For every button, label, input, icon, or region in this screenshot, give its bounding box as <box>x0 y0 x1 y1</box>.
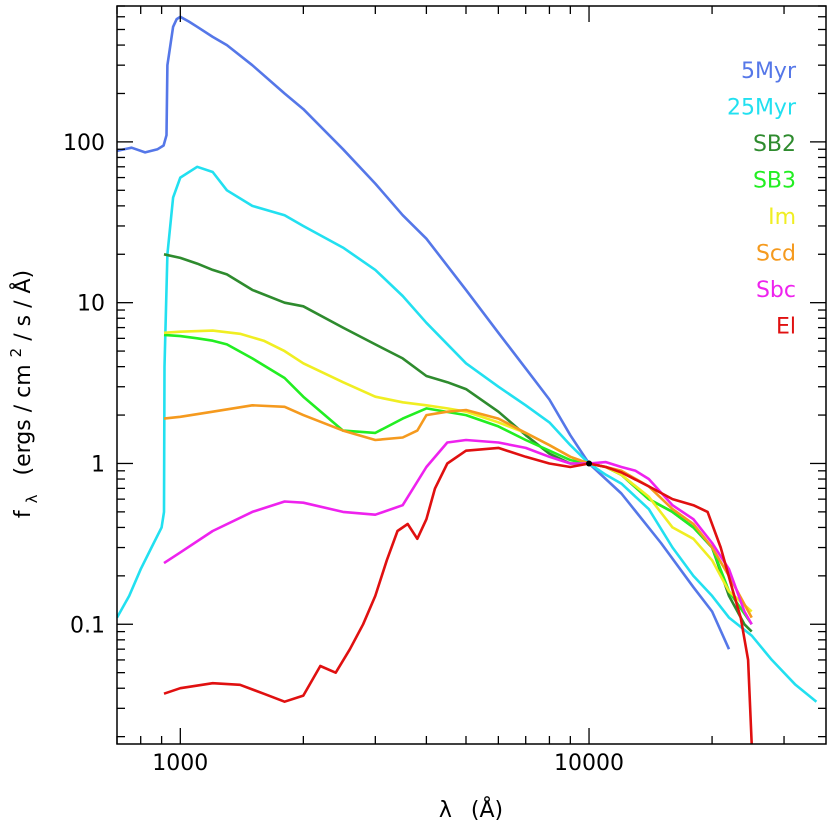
x-tick-label-10000: 10000 <box>554 751 624 776</box>
y-tick-label-0.1: 0.1 <box>70 613 105 638</box>
legend-entry-scd: Scd <box>756 242 796 267</box>
x-axis-title: λ (Å) <box>439 796 503 823</box>
x-tick-label-1000: 1000 <box>152 751 208 776</box>
series-line-25myr <box>117 165 818 703</box>
axis-titles: λ (Å) f λ (ergs / cm 2 / s / Å) <box>2 270 503 823</box>
y-axis-title: f λ (ergs / cm 2 / s / Å) <box>2 270 43 518</box>
series-line-sb3 <box>163 333 753 626</box>
axes: 1000 10000 0.1 1 10 100 <box>63 5 827 776</box>
normalization-marker <box>586 460 593 467</box>
y-tick-label-10: 10 <box>77 292 105 317</box>
series-line-im <box>163 329 753 613</box>
series-line-sb2 <box>163 253 753 633</box>
y-tick-label-100: 100 <box>63 131 105 156</box>
series-line-5myr <box>117 15 731 650</box>
legend-entry-sbc: Sbc <box>756 278 796 303</box>
series-line-sbc <box>163 438 753 625</box>
series-lines <box>117 15 818 744</box>
series-line-scd <box>163 404 753 619</box>
legend-entry-5myr: 5Myr <box>741 59 797 84</box>
series-line-el <box>163 446 753 744</box>
legend-entry-sb3: SB3 <box>753 169 796 194</box>
y-tick-label-1: 1 <box>91 452 105 477</box>
legend-entry-el: El <box>776 315 796 340</box>
legend-entry-sb2: SB2 <box>753 132 796 157</box>
plot-frame <box>116 5 827 745</box>
legend: 5Myr 25Myr SB2 SB3 Im Scd Sbc El <box>727 59 797 340</box>
legend-entry-im: Im <box>768 205 796 230</box>
legend-entry-25myr: 25Myr <box>727 96 797 121</box>
